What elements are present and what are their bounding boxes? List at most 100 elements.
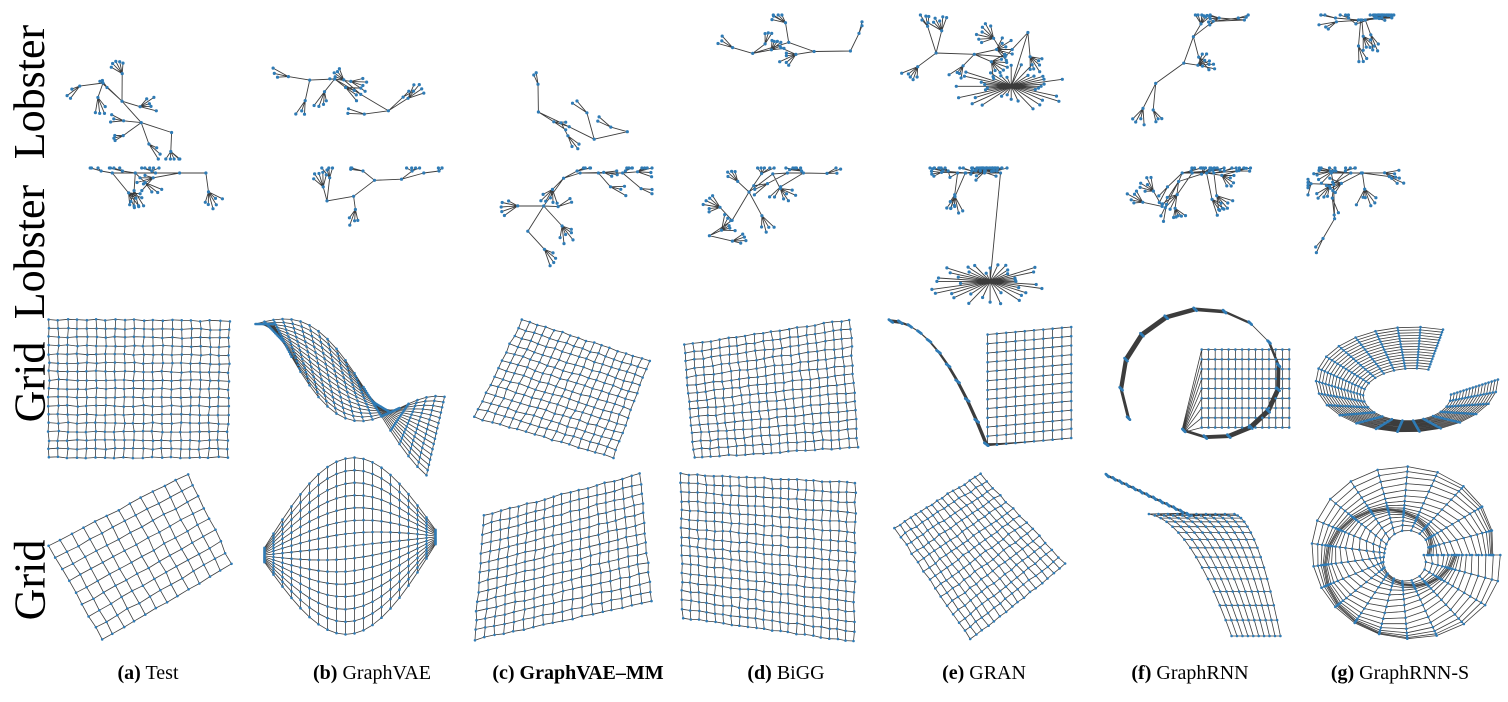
graph-drawing <box>900 13 1064 111</box>
graph-edges <box>717 14 863 66</box>
graph-drawing <box>1314 325 1500 433</box>
graph-nodes <box>473 472 653 642</box>
graph-nodes <box>1310 465 1502 640</box>
graph-panel-row2-col7 <box>1305 165 1503 310</box>
graph-drawing <box>928 166 1044 306</box>
graph-panel-row1-col3 <box>465 12 655 162</box>
graph-drawing <box>887 318 1073 447</box>
graph-nodes <box>254 317 446 477</box>
graph-panel-row2-col4 <box>675 165 865 310</box>
graph-panel-row2-col6 <box>1100 165 1295 310</box>
caption-g: (g) GraphRNN-S <box>1330 662 1470 684</box>
graph-edges <box>1127 167 1251 222</box>
graph-drawing <box>46 318 232 460</box>
graph-panel-row3-col7 <box>1305 312 1503 462</box>
graph-edges <box>474 473 652 641</box>
graph-drawing <box>532 71 629 151</box>
graph-panel-row2-col5 <box>885 165 1075 310</box>
graph-nodes <box>887 318 1073 447</box>
graph-edges <box>1318 14 1394 62</box>
graph-nodes <box>1104 472 1282 638</box>
graph-drawing <box>271 66 426 116</box>
graph-edges <box>48 474 232 640</box>
graph-edges <box>680 472 857 642</box>
graph-panel-row3-col3 <box>465 312 655 462</box>
graph-edges <box>313 167 443 226</box>
graph-nodes <box>683 318 860 459</box>
graph-drawing <box>1118 306 1291 440</box>
graph-drawing <box>1317 13 1396 64</box>
graph-drawing <box>1310 465 1502 640</box>
graph-nodes <box>263 456 437 636</box>
graph-nodes <box>47 473 233 641</box>
graph-nodes <box>928 166 1044 306</box>
graph-edges <box>501 167 653 266</box>
caption-a: (a) Test <box>117 662 179 684</box>
graph-drawing <box>65 59 182 161</box>
graph-drawing <box>263 456 437 636</box>
caption-d: (d) BiGG <box>747 662 825 684</box>
column-captions: (a) Test (b) GraphVAE (c) GraphVAE–MM (d… <box>0 662 1508 696</box>
graph-drawing <box>473 472 653 642</box>
graph-edges <box>47 318 231 459</box>
graph-nodes <box>46 318 232 460</box>
graph-drawing <box>1125 166 1253 223</box>
graph-nodes <box>701 166 843 245</box>
graph-drawing <box>473 318 652 460</box>
graph-panel-row3-col6 <box>1100 306 1295 462</box>
graph-edges <box>90 167 223 209</box>
graph-nodes <box>473 318 652 460</box>
graph-panel-row3-col1 <box>45 312 235 462</box>
graph-edges <box>1105 473 1281 637</box>
graph-nodes <box>532 71 629 151</box>
graph-nodes <box>88 166 224 211</box>
graph-edges <box>473 319 651 459</box>
graph-edges <box>533 72 628 149</box>
graph-panel-row3-col4 <box>675 312 865 462</box>
graph-nodes <box>1306 166 1406 255</box>
graph-drawing <box>254 317 446 477</box>
graph-edges <box>264 457 436 635</box>
graph-edges <box>929 167 1042 304</box>
caption-e: (e) GRAN <box>942 662 1026 684</box>
graph-drawing <box>716 13 864 67</box>
graph-panel-row1-col2 <box>255 12 445 162</box>
caption-b: (b) GraphVAE <box>313 662 431 684</box>
graph-nodes <box>900 13 1064 111</box>
graph-edges <box>894 473 1066 640</box>
graph-panel-row2-col3 <box>465 165 655 310</box>
graph-nodes <box>716 13 864 67</box>
graph-edges <box>683 319 859 458</box>
graph-drawing <box>1306 166 1406 255</box>
graph-drawing <box>1104 472 1282 638</box>
graph-panel-row1-col6 <box>1100 12 1295 162</box>
graph-panel-row2-col2 <box>255 165 445 310</box>
graph-nodes <box>65 59 182 161</box>
graph-drawing <box>1131 13 1250 127</box>
graph-nodes <box>679 472 858 643</box>
graph-edges <box>1307 167 1404 253</box>
graph-edges <box>66 61 181 160</box>
graph-panel-row2-col1 <box>45 165 235 310</box>
graph-panel-row4-col7 <box>1305 465 1503 645</box>
graph-panel-row4-col5 <box>885 465 1075 645</box>
graph-panel-row1-col1 <box>45 12 235 162</box>
graph-edges <box>1132 14 1249 125</box>
graph-edges <box>1311 466 1501 640</box>
graph-panel-row4-col1 <box>45 465 235 645</box>
graph-panel-row4-col4 <box>675 465 865 645</box>
graph-drawing <box>47 473 233 641</box>
graph-nodes <box>1314 325 1500 433</box>
caption-f: (f) GraphRNN <box>1131 662 1249 684</box>
graph-panel-row3-col2 <box>254 312 446 477</box>
graph-drawing <box>893 472 1067 641</box>
graph-nodes <box>271 66 426 116</box>
graph-nodes <box>1125 166 1253 223</box>
graph-nodes <box>1131 13 1250 127</box>
caption-c: (c) GraphVAE–MM <box>492 662 664 684</box>
graph-panel-row1-col7 <box>1305 12 1503 162</box>
graph-drawing <box>499 166 654 268</box>
graph-nodes <box>312 166 444 227</box>
graph-drawing <box>701 166 843 245</box>
